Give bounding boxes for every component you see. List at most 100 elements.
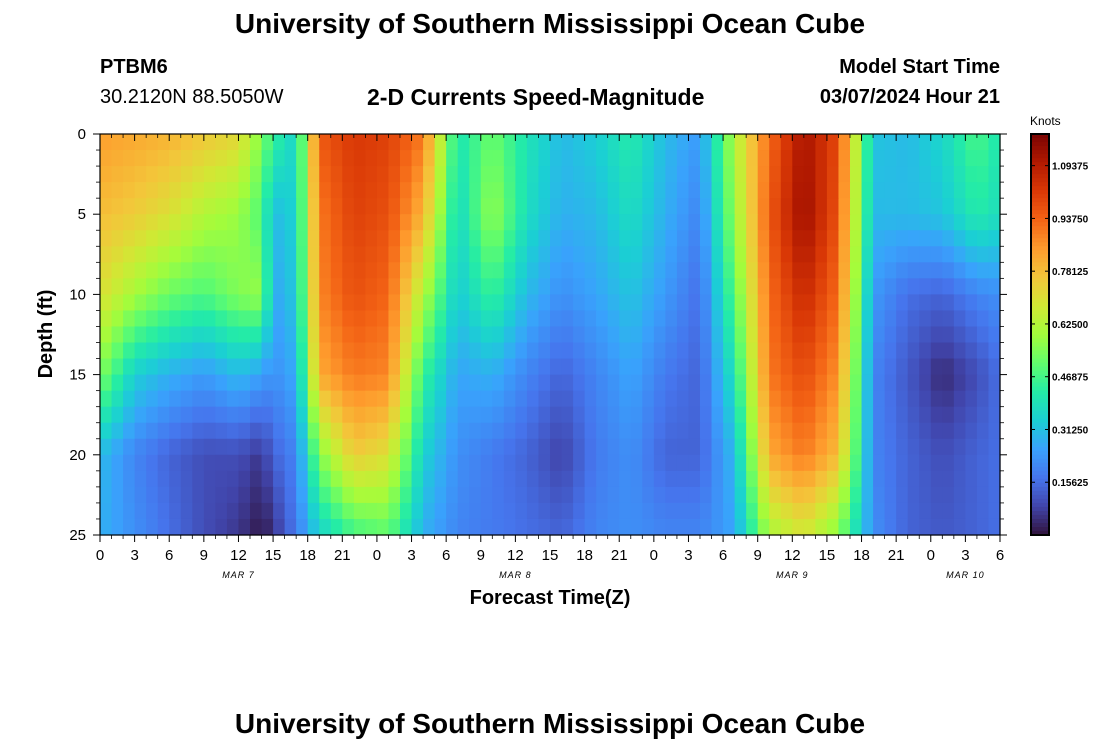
heatmap-cell bbox=[653, 182, 666, 199]
heatmap-cell bbox=[146, 198, 159, 215]
heatmap-cell bbox=[457, 294, 470, 312]
heatmap-cell bbox=[988, 326, 1001, 344]
heatmap-cell bbox=[492, 342, 505, 360]
heatmap-cell bbox=[561, 134, 574, 151]
heatmap-cell bbox=[376, 438, 390, 456]
heatmap-cell bbox=[180, 486, 193, 504]
heatmap-cell bbox=[330, 374, 343, 392]
heatmap-cell bbox=[907, 166, 920, 183]
heatmap-cell bbox=[688, 374, 701, 392]
heatmap-cell bbox=[307, 310, 320, 328]
heatmap-cell bbox=[734, 486, 747, 504]
heatmap-cell bbox=[803, 406, 816, 424]
heatmap-cell bbox=[134, 214, 147, 231]
heatmap-cell bbox=[723, 438, 736, 456]
heatmap-cell bbox=[803, 230, 816, 247]
heatmap-cell bbox=[573, 214, 586, 231]
heatmap-cell bbox=[296, 310, 309, 328]
heatmap-cell bbox=[238, 262, 251, 279]
colorbar-segment bbox=[1031, 494, 1049, 500]
heatmap-cell bbox=[226, 406, 240, 424]
heatmap-cell bbox=[480, 518, 493, 536]
heatmap-cell bbox=[803, 246, 816, 263]
heatmap-cell bbox=[642, 278, 655, 295]
heatmap-cell bbox=[123, 438, 136, 456]
heatmap-cell bbox=[342, 150, 355, 167]
heatmap-cell bbox=[676, 294, 690, 312]
heatmap-cell bbox=[584, 294, 597, 312]
heatmap-cell bbox=[434, 406, 447, 424]
heatmap-cell bbox=[665, 470, 678, 488]
x-axis-label: Forecast Time(Z) bbox=[470, 587, 631, 609]
heatmap-cell bbox=[538, 326, 551, 344]
heatmap-cell bbox=[238, 502, 251, 520]
heatmap-cell bbox=[850, 278, 863, 295]
heatmap-cell bbox=[307, 326, 320, 344]
heatmap-cell bbox=[665, 150, 678, 167]
heatmap-cell bbox=[838, 342, 851, 360]
heatmap-cell bbox=[365, 390, 378, 408]
heatmap-cell bbox=[850, 374, 863, 392]
heatmap-cell bbox=[273, 214, 286, 231]
heatmap-cell bbox=[803, 470, 816, 488]
heatmap-cell bbox=[780, 406, 793, 424]
heatmap-cell bbox=[319, 150, 332, 167]
heatmap-cell bbox=[157, 198, 170, 215]
x-tick-label: 9 bbox=[200, 547, 208, 564]
heatmap-cell bbox=[838, 358, 851, 376]
heatmap-cell bbox=[884, 230, 897, 247]
heatmap-cell bbox=[250, 406, 263, 424]
heatmap-cell bbox=[319, 390, 332, 408]
heatmap-cell bbox=[561, 150, 574, 167]
colorbar-segment bbox=[1031, 418, 1049, 424]
heatmap-cell bbox=[561, 278, 574, 295]
heatmap-cell bbox=[607, 246, 620, 263]
heatmap-cell bbox=[676, 406, 690, 424]
heatmap-cell bbox=[815, 214, 828, 231]
heatmap-cell bbox=[723, 342, 736, 360]
heatmap-cell bbox=[250, 374, 263, 392]
heatmap-cell bbox=[457, 486, 470, 504]
heatmap-cell bbox=[480, 262, 493, 279]
heatmap-cell bbox=[861, 166, 874, 183]
heatmap-cell bbox=[434, 150, 447, 167]
heatmap-cell bbox=[446, 214, 459, 231]
heatmap-cell bbox=[896, 294, 909, 312]
heatmap-cell bbox=[550, 358, 563, 376]
heatmap-cell bbox=[353, 246, 366, 263]
heatmap-cell bbox=[423, 214, 436, 231]
heatmap-cell bbox=[942, 326, 955, 344]
heatmap-cell bbox=[884, 390, 897, 408]
heatmap-cell bbox=[330, 326, 343, 344]
heatmap-cell bbox=[203, 262, 216, 279]
heatmap-cell bbox=[296, 406, 309, 424]
heatmap-cell bbox=[169, 454, 182, 472]
heatmap-cell bbox=[457, 230, 470, 247]
colorbar-segment bbox=[1031, 218, 1049, 223]
heatmap-cell bbox=[111, 406, 124, 424]
colorbar-frame bbox=[1030, 133, 1050, 536]
heatmap-cell bbox=[861, 214, 874, 231]
heatmap-cell bbox=[746, 294, 759, 312]
heatmap-cell bbox=[746, 326, 759, 344]
heatmap-cell bbox=[988, 150, 1001, 167]
heatmap-cell bbox=[619, 358, 632, 376]
heatmap-cell bbox=[526, 502, 540, 520]
heatmap-cell bbox=[538, 470, 551, 488]
heatmap-cell bbox=[492, 246, 505, 263]
heatmap-cell bbox=[342, 454, 355, 472]
colorbar-segment bbox=[1031, 510, 1049, 516]
x-tick-label: 21 bbox=[334, 547, 351, 564]
heatmap-cell bbox=[503, 326, 516, 344]
heatmap-cell bbox=[400, 262, 413, 279]
heatmap-cell bbox=[965, 198, 978, 215]
heatmap-cell bbox=[411, 358, 424, 376]
heatmap-cell bbox=[365, 150, 378, 167]
heatmap-cell bbox=[746, 342, 759, 360]
heatmap-cell bbox=[100, 518, 113, 536]
heatmap-cell bbox=[261, 246, 274, 263]
heatmap-cell bbox=[469, 262, 482, 279]
heatmap-cell bbox=[503, 454, 516, 472]
colorbar-segment bbox=[1031, 382, 1049, 388]
heatmap-cell bbox=[907, 502, 920, 520]
